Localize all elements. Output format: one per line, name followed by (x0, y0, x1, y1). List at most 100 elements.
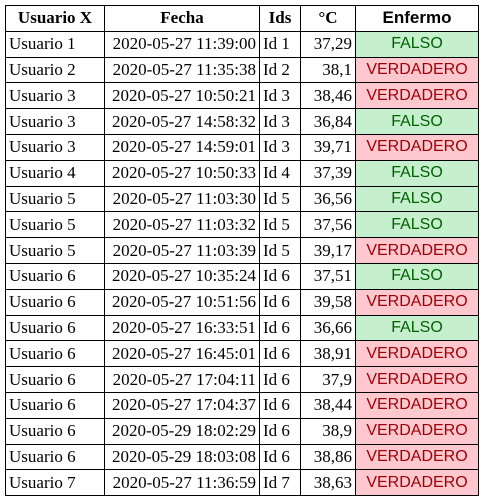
cell-usuario[interactable]: Usuario 6 (5, 443, 105, 471)
cell-usuario[interactable]: Usuario 3 (5, 133, 105, 161)
cell-enfermo[interactable]: VERDADERO (355, 288, 479, 316)
cell-usuario[interactable]: Usuario 6 (5, 366, 105, 393)
cell-usuario[interactable]: Usuario 2 (5, 56, 105, 84)
cell-id[interactable]: Id 6 (259, 262, 301, 290)
cell-id[interactable]: Id 1 (259, 30, 301, 58)
cell-temperature[interactable]: 37,39 (300, 159, 356, 187)
cell-id[interactable]: Id 6 (259, 443, 301, 471)
cell-enfermo[interactable]: VERDADERO (355, 469, 479, 497)
cell-enfermo[interactable]: VERDADERO (355, 340, 479, 368)
cell-id[interactable]: Id 3 (259, 108, 301, 135)
cell-usuario[interactable]: Usuario 4 (5, 159, 105, 187)
cell-fecha[interactable]: 2020-05-27 16:45:01 (104, 340, 260, 368)
cell-fecha[interactable]: 2020-05-27 11:36:59 (104, 469, 260, 497)
cell-fecha[interactable]: 2020-05-27 11:39:00 (104, 30, 260, 58)
cell-fecha[interactable]: 2020-05-27 17:04:11 (104, 366, 260, 393)
cell-id[interactable]: Id 5 (259, 211, 301, 239)
cell-enfermo[interactable]: VERDADERO (355, 133, 479, 161)
cell-fecha[interactable]: 2020-05-27 10:51:56 (104, 288, 260, 316)
cell-enfermo[interactable]: VERDADERO (355, 56, 479, 84)
cell-id[interactable]: Id 6 (259, 288, 301, 316)
cell-fecha[interactable]: 2020-05-27 11:03:32 (104, 211, 260, 239)
cell-temperature[interactable]: 37,51 (300, 262, 356, 290)
cell-fecha[interactable]: 2020-05-27 16:33:51 (104, 314, 260, 342)
cell-temperature[interactable]: 38,44 (300, 391, 356, 419)
cell-fecha[interactable]: 2020-05-27 10:50:21 (104, 82, 260, 110)
cell-fecha[interactable]: 2020-05-27 17:04:37 (104, 391, 260, 419)
cell-usuario[interactable]: Usuario 3 (5, 108, 105, 135)
header-fecha[interactable]: Fecha (104, 5, 260, 32)
cell-usuario[interactable]: Usuario 5 (5, 211, 105, 239)
cell-usuario[interactable]: Usuario 5 (5, 237, 105, 264)
cell-temperature[interactable]: 36,84 (300, 108, 356, 135)
cell-usuario[interactable]: Usuario 1 (5, 30, 105, 58)
cell-temperature[interactable]: 39,71 (300, 133, 356, 161)
cell-id[interactable]: Id 6 (259, 417, 301, 445)
cell-id[interactable]: Id 5 (259, 237, 301, 264)
cell-enfermo[interactable]: FALSO (355, 185, 479, 213)
cell-usuario[interactable]: Usuario 6 (5, 314, 105, 342)
cell-temperature[interactable]: 36,66 (300, 314, 356, 342)
cell-usuario[interactable]: Usuario 6 (5, 340, 105, 368)
cell-id[interactable]: Id 5 (259, 185, 301, 213)
header-enfermo[interactable]: Enfermo (355, 5, 479, 32)
table-row: Usuario 6 2020-05-27 16:33:51 Id 6 36,66 FAL… (5, 314, 479, 342)
cell-enfermo[interactable]: FALSO (355, 211, 479, 239)
table-row: Usuario 3 2020-05-27 10:50:21 Id 3 38,46 VER… (5, 82, 479, 110)
cell-fecha[interactable]: 2020-05-29 18:02:29 (104, 417, 260, 445)
cell-id[interactable]: Id 6 (259, 366, 301, 393)
cell-usuario[interactable]: Usuario 6 (5, 391, 105, 419)
cell-enfermo[interactable]: VERDADERO (355, 237, 479, 264)
cell-enfermo[interactable]: VERDADERO (355, 417, 479, 445)
cell-usuario[interactable]: Usuario 7 (5, 469, 105, 497)
cell-id[interactable]: Id 3 (259, 82, 301, 110)
cell-enfermo[interactable]: VERDADERO (355, 391, 479, 419)
cell-enfermo[interactable]: FALSO (355, 314, 479, 342)
cell-id[interactable]: Id 3 (259, 133, 301, 161)
cell-usuario[interactable]: Usuario 6 (5, 417, 105, 445)
header-ids[interactable]: Ids (259, 5, 301, 32)
cell-fecha[interactable]: 2020-05-27 14:58:32 (104, 108, 260, 135)
cell-temperature[interactable]: 37,29 (300, 30, 356, 58)
header-temperature[interactable]: °C (300, 5, 356, 32)
cell-fecha[interactable]: 2020-05-27 14:59:01 (104, 133, 260, 161)
cell-fecha[interactable]: 2020-05-27 11:35:38 (104, 56, 260, 84)
cell-temperature[interactable]: 37,9 (300, 366, 356, 393)
cell-fecha[interactable]: 2020-05-27 11:03:30 (104, 185, 260, 213)
cell-temperature[interactable]: 36,56 (300, 185, 356, 213)
cell-fecha[interactable]: 2020-05-27 10:50:33 (104, 159, 260, 187)
cell-fecha[interactable]: 2020-05-27 11:03:39 (104, 237, 260, 264)
table-row: Usuario 6 2020-05-27 16:45:01 Id 6 38,91 VER… (5, 340, 479, 368)
cell-enfermo[interactable]: VERDADERO (355, 443, 479, 471)
cell-enfermo[interactable]: FALSO (355, 108, 479, 135)
cell-id[interactable]: Id 6 (259, 391, 301, 419)
cell-id[interactable]: Id 6 (259, 314, 301, 342)
cell-usuario[interactable]: Usuario 6 (5, 288, 105, 316)
cell-usuario[interactable]: Usuario 6 (5, 262, 105, 290)
cell-usuario[interactable]: Usuario 5 (5, 185, 105, 213)
cell-temperature[interactable]: 38,9 (300, 417, 356, 445)
cell-temperature[interactable]: 38,86 (300, 443, 356, 471)
cell-fecha[interactable]: 2020-05-27 10:35:24 (104, 262, 260, 290)
cell-id[interactable]: Id 4 (259, 159, 301, 187)
cell-enfermo[interactable]: FALSO (355, 262, 479, 290)
cell-enfermo[interactable]: VERDADERO (355, 366, 479, 393)
cell-enfermo[interactable]: FALSO (355, 159, 479, 187)
header-usuario[interactable]: Usuario X (5, 5, 105, 32)
cell-id[interactable]: Id 2 (259, 56, 301, 84)
cell-temperature[interactable]: 39,17 (300, 237, 356, 264)
table-row: Usuario 7 2020-05-27 11:36:59 Id 7 38,63 VER… (5, 469, 479, 497)
cell-usuario[interactable]: Usuario 3 (5, 82, 105, 110)
cell-id[interactable]: Id 6 (259, 340, 301, 368)
cell-enfermo[interactable]: FALSO (355, 30, 479, 58)
cell-temperature[interactable]: 38,63 (300, 469, 356, 497)
cell-temperature[interactable]: 38,46 (300, 82, 356, 110)
cell-id[interactable]: Id 7 (259, 469, 301, 497)
cell-enfermo[interactable]: VERDADERO (355, 82, 479, 110)
cell-fecha[interactable]: 2020-05-29 18:03:08 (104, 443, 260, 471)
cell-temperature[interactable]: 38,91 (300, 340, 356, 368)
cell-temperature[interactable]: 38,1 (300, 56, 356, 84)
cell-temperature[interactable]: 39,58 (300, 288, 356, 316)
cell-temperature[interactable]: 37,56 (300, 211, 356, 239)
table-row: Usuario 4 2020-05-27 10:50:33 Id 4 37,39 FAL… (5, 159, 479, 187)
